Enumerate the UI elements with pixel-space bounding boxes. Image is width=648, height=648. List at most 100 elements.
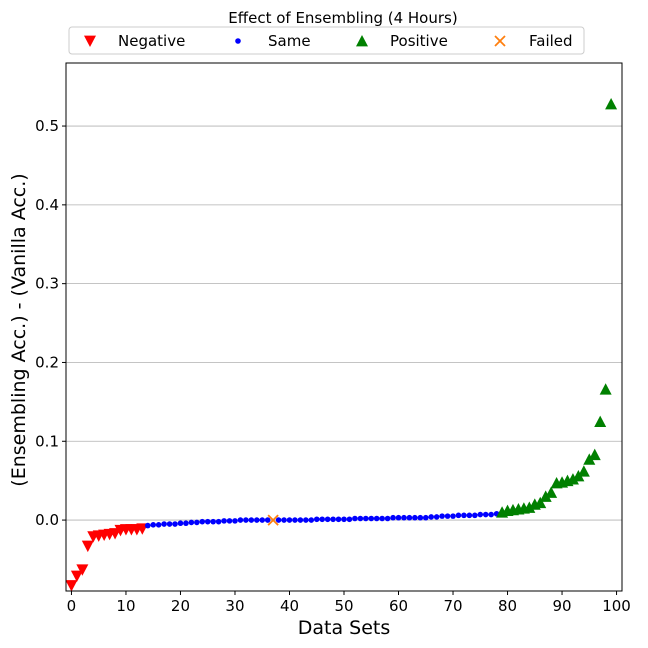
data-point-same bbox=[330, 516, 336, 523]
x-tick-label: 10 bbox=[116, 597, 135, 615]
data-point-same bbox=[417, 514, 424, 521]
data-point-same bbox=[297, 517, 304, 523]
y-tick-label: 0.4 bbox=[35, 196, 59, 214]
x-tick-label: 80 bbox=[498, 597, 517, 615]
data-point-same bbox=[161, 521, 167, 527]
data-point-same bbox=[319, 516, 325, 523]
data-point-same bbox=[215, 518, 222, 525]
data-point-negative bbox=[81, 540, 94, 553]
legend-label-positive: Positive bbox=[390, 32, 448, 50]
data-point-same bbox=[368, 515, 375, 522]
y-axis-ticks: 0.0 0.1 0.2 0.3 0.4 0.5 bbox=[35, 117, 66, 529]
legend: Negative Same Positive Failed bbox=[68, 26, 585, 55]
data-point-same bbox=[286, 517, 293, 523]
series-negative bbox=[65, 523, 149, 592]
data-point-same bbox=[406, 514, 413, 521]
data-point-same bbox=[472, 512, 478, 519]
y-tick-label: 0.5 bbox=[35, 117, 59, 135]
data-point-same bbox=[488, 511, 494, 518]
data-point-same bbox=[482, 511, 489, 518]
data-point-same bbox=[308, 517, 315, 523]
data-point-same bbox=[292, 517, 298, 523]
data-point-same bbox=[428, 514, 435, 520]
data-point-same bbox=[150, 522, 157, 528]
y-axis-label: (Ensembling Acc.) - (Vanilla Acc.) bbox=[8, 173, 30, 486]
data-point-same bbox=[439, 513, 445, 519]
data-point-same bbox=[177, 520, 184, 527]
data-point-same bbox=[313, 516, 320, 523]
data-point-same bbox=[395, 514, 402, 521]
data-point-same bbox=[444, 513, 451, 519]
data-point-same bbox=[221, 518, 227, 524]
data-point-same bbox=[172, 521, 178, 527]
data-point-negative bbox=[70, 570, 83, 583]
data-point-positive bbox=[566, 473, 579, 485]
data-point-same bbox=[422, 514, 429, 521]
x-axis-label: Data Sets bbox=[298, 617, 391, 639]
y-tick-label: 0.3 bbox=[35, 275, 59, 293]
data-point-same bbox=[412, 514, 418, 521]
x-tick-label: 90 bbox=[552, 597, 571, 615]
x-tick-label: 40 bbox=[280, 597, 299, 615]
legend-label-same: Same bbox=[268, 32, 311, 50]
data-point-same bbox=[433, 514, 440, 520]
data-point-same bbox=[401, 514, 407, 521]
data-point-same bbox=[303, 517, 309, 523]
x-tick-label: 100 bbox=[602, 597, 631, 615]
legend-marker-positive bbox=[356, 35, 368, 47]
data-point-same bbox=[264, 517, 271, 523]
data-point-positive bbox=[539, 490, 552, 502]
chart-title: Effect of Ensembling (4 Hours) bbox=[228, 9, 457, 27]
data-point-same bbox=[248, 517, 255, 523]
data-point-same bbox=[204, 518, 211, 525]
y-tick-label: 0.2 bbox=[35, 353, 59, 371]
data-point-positive bbox=[545, 486, 558, 498]
data-point-same bbox=[363, 515, 369, 522]
data-point-same bbox=[155, 522, 162, 528]
data-point-positive bbox=[599, 383, 612, 395]
data-point-same bbox=[183, 520, 189, 527]
data-point-positive bbox=[588, 448, 601, 461]
data-point-same bbox=[275, 517, 282, 523]
x-tick-label: 70 bbox=[443, 597, 462, 615]
data-point-same bbox=[352, 515, 358, 522]
data-point-same bbox=[210, 518, 216, 525]
data-point-same bbox=[188, 519, 195, 526]
legend-label-negative: Negative bbox=[118, 32, 185, 50]
data-point-positive bbox=[594, 415, 607, 427]
data-point-same bbox=[450, 513, 456, 519]
data-point-same bbox=[232, 518, 238, 524]
data-point-same bbox=[341, 516, 347, 523]
plot-area-frame bbox=[65, 62, 623, 592]
data-point-same bbox=[194, 519, 200, 526]
data-point-same bbox=[243, 517, 249, 523]
y-gridlines bbox=[66, 125, 622, 521]
data-point-same bbox=[466, 512, 473, 519]
legend-marker-same bbox=[235, 38, 241, 44]
data-point-negative bbox=[76, 564, 89, 576]
data-point-same bbox=[281, 517, 287, 523]
data-point-same bbox=[477, 511, 484, 518]
x-tick-label: 60 bbox=[389, 597, 408, 615]
legend-marker-negative bbox=[84, 35, 96, 47]
data-point-same bbox=[379, 515, 385, 522]
data-point-positive bbox=[523, 501, 536, 513]
data-point-negative bbox=[65, 580, 78, 592]
data-point-same bbox=[455, 512, 462, 519]
data-point-same bbox=[199, 518, 206, 525]
data-point-positive bbox=[605, 97, 618, 110]
x-axis-ticks: 0 10 20 30 40 50 60 70 80 90 100 bbox=[67, 591, 631, 615]
legend-frame bbox=[68, 26, 585, 55]
data-point-same bbox=[324, 516, 331, 523]
data-point-same bbox=[461, 512, 467, 519]
data-point-same bbox=[253, 517, 260, 523]
data-point-positive bbox=[534, 496, 547, 509]
series-failed bbox=[267, 514, 279, 526]
data-point-same bbox=[144, 522, 151, 529]
legend-label-failed: Failed bbox=[529, 32, 573, 50]
data-point-same bbox=[346, 516, 353, 523]
data-point-same bbox=[237, 517, 244, 523]
data-point-same bbox=[384, 515, 391, 522]
legend-marker-failed bbox=[494, 35, 506, 47]
data-point-same bbox=[335, 516, 342, 523]
